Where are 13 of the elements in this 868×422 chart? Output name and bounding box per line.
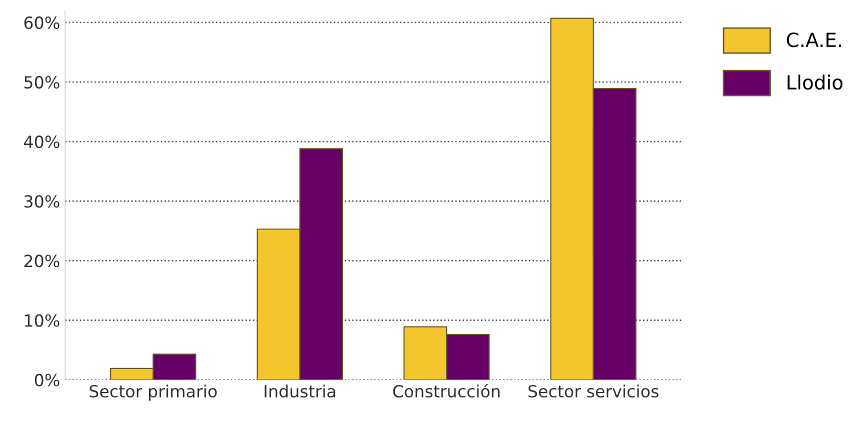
legend-label: Llodio — [788, 74, 842, 90]
x-tick-label: Industria — [264, 384, 336, 398]
y-tick-label: 30% — [24, 195, 60, 208]
y-tick-label: 20% — [24, 254, 60, 268]
x-tick-label: Sector servicios — [528, 384, 658, 398]
y-tick-label: 50% — [24, 76, 60, 89]
y-tick-label: 40% — [24, 136, 60, 148]
y-tick-label: 60% — [24, 16, 60, 30]
x-tick-label: Construcción — [393, 384, 500, 398]
y-tick-label: 10% — [25, 314, 60, 327]
y-tick-label: 0% — [34, 374, 60, 386]
x-tick-label: Sector primario — [90, 384, 217, 401]
legend-label: C.A.E. — [786, 32, 842, 48]
